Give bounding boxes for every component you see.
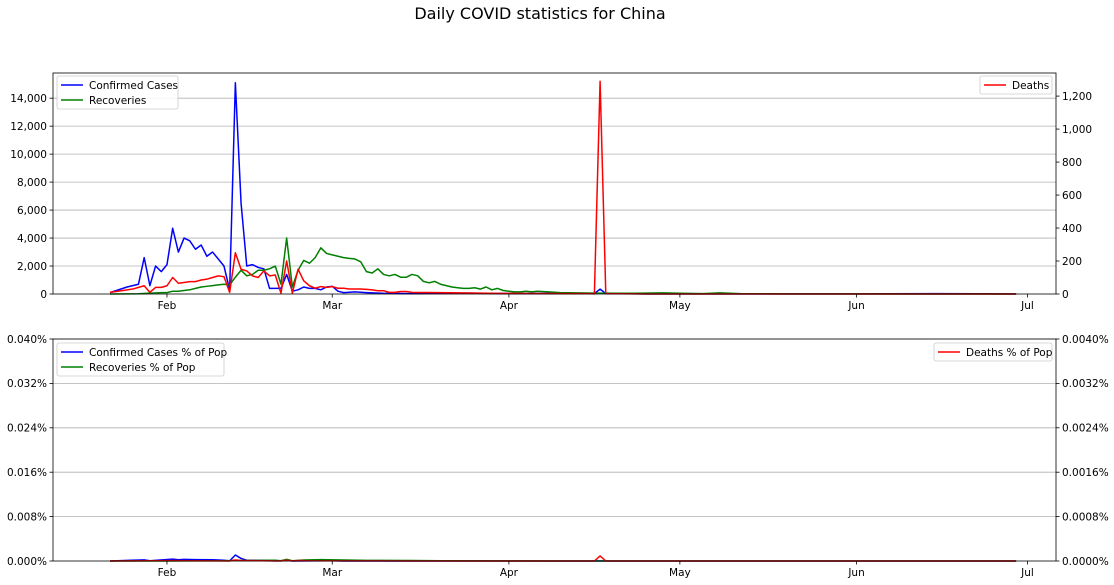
legend-label-recoveries-of-pop: Recoveries % of Pop bbox=[89, 362, 196, 374]
y-right-tick-label: 400 bbox=[1062, 223, 1082, 235]
y-right-tick-label: 0.0008% bbox=[1062, 511, 1109, 523]
y-left-tick-label: 10,000 bbox=[10, 149, 47, 161]
y-left-tick-label: 0.040% bbox=[7, 334, 47, 346]
figure-title: Daily COVID statistics for China bbox=[414, 4, 665, 23]
plot-frame bbox=[52, 72, 1057, 295]
legend-left: Confirmed Cases Recoveries bbox=[56, 75, 179, 110]
top-chart: Feb Mar Apr May Jun Jul 0 2,000 4,000 6,000 8,000 1… bbox=[10, 72, 1092, 312]
y-left-tick-label: 0 bbox=[40, 289, 47, 301]
x-tick-label: May bbox=[669, 300, 691, 312]
y-right-tick-label: 0.0032% bbox=[1062, 378, 1109, 390]
y-left-tick-label: 0.032% bbox=[7, 378, 47, 390]
x-tick-label: Mar bbox=[322, 300, 342, 312]
x-tick-label: Jun bbox=[847, 300, 864, 312]
y-right-tick-label: 0.0016% bbox=[1062, 467, 1109, 479]
x-tick-label: Jul bbox=[1020, 300, 1034, 312]
y-right-tick-label: 200 bbox=[1062, 256, 1082, 268]
y-left-tick-label: 2,000 bbox=[17, 261, 47, 273]
series-line-recoveries bbox=[109, 237, 1017, 295]
y-left-tick-label: 14,000 bbox=[10, 93, 47, 105]
legend-box bbox=[933, 342, 1053, 362]
x-tick-label: Mar bbox=[322, 567, 342, 579]
y-right-tick-label: 1,200 bbox=[1062, 91, 1092, 103]
y-right-tick-label: 600 bbox=[1062, 190, 1082, 202]
legend-label-confirmed-cases: Confirmed Cases bbox=[89, 80, 178, 92]
legend-right: Deaths % of Pop bbox=[933, 342, 1053, 362]
y-left-tick-label: 0.016% bbox=[7, 467, 47, 479]
bottom-chart: Feb Mar Apr May Jun Jul 0.000% 0.008% 0.016% 0.02… bbox=[7, 334, 1109, 579]
y-right-tick-label: 1,000 bbox=[1062, 124, 1092, 136]
x-tick-label: Apr bbox=[500, 567, 519, 579]
legend-box bbox=[56, 342, 225, 377]
y-right-tick-label: 800 bbox=[1062, 157, 1082, 169]
x-tick-label: Jul bbox=[1020, 567, 1034, 579]
legend-left: Confirmed Cases % of Pop Recoveries % of … bbox=[56, 342, 228, 377]
y-left-tick-label: 6,000 bbox=[17, 205, 47, 217]
legend-box bbox=[56, 75, 179, 110]
y-right-tick-label: 0.0024% bbox=[1062, 423, 1109, 435]
legend-box bbox=[979, 75, 1053, 95]
legend-label-deaths-of-pop: Deaths % of Pop bbox=[966, 347, 1053, 359]
x-tick-label: Feb bbox=[158, 300, 177, 312]
y-left-tick-label: 8,000 bbox=[17, 177, 47, 189]
legend-right: Deaths bbox=[979, 75, 1053, 95]
series-line-deaths bbox=[109, 80, 1017, 295]
x-tick-label: Jun bbox=[847, 567, 864, 579]
x-tick-label: Feb bbox=[158, 567, 177, 579]
y-right-tick-label: 0.0000% bbox=[1062, 556, 1109, 568]
legend-label-confirmed-cases-of-pop: Confirmed Cases % of Pop bbox=[89, 347, 228, 359]
y-right-tick-label: 0 bbox=[1062, 289, 1069, 301]
y-left-tick-label: 0.024% bbox=[7, 423, 47, 435]
plot-frame bbox=[52, 338, 1057, 562]
x-tick-label: May bbox=[669, 567, 691, 579]
y-right-tick-label: 0.0040% bbox=[1062, 334, 1109, 346]
y-left-tick-label: 0.000% bbox=[7, 556, 47, 568]
y-left-tick-label: 4,000 bbox=[17, 233, 47, 245]
legend-label-deaths: Deaths bbox=[1012, 80, 1049, 92]
y-left-tick-label: 12,000 bbox=[10, 121, 47, 133]
x-tick-label: Apr bbox=[500, 300, 519, 312]
y-left-tick-label: 0.008% bbox=[7, 511, 47, 523]
legend-label-recoveries: Recoveries bbox=[89, 95, 146, 107]
